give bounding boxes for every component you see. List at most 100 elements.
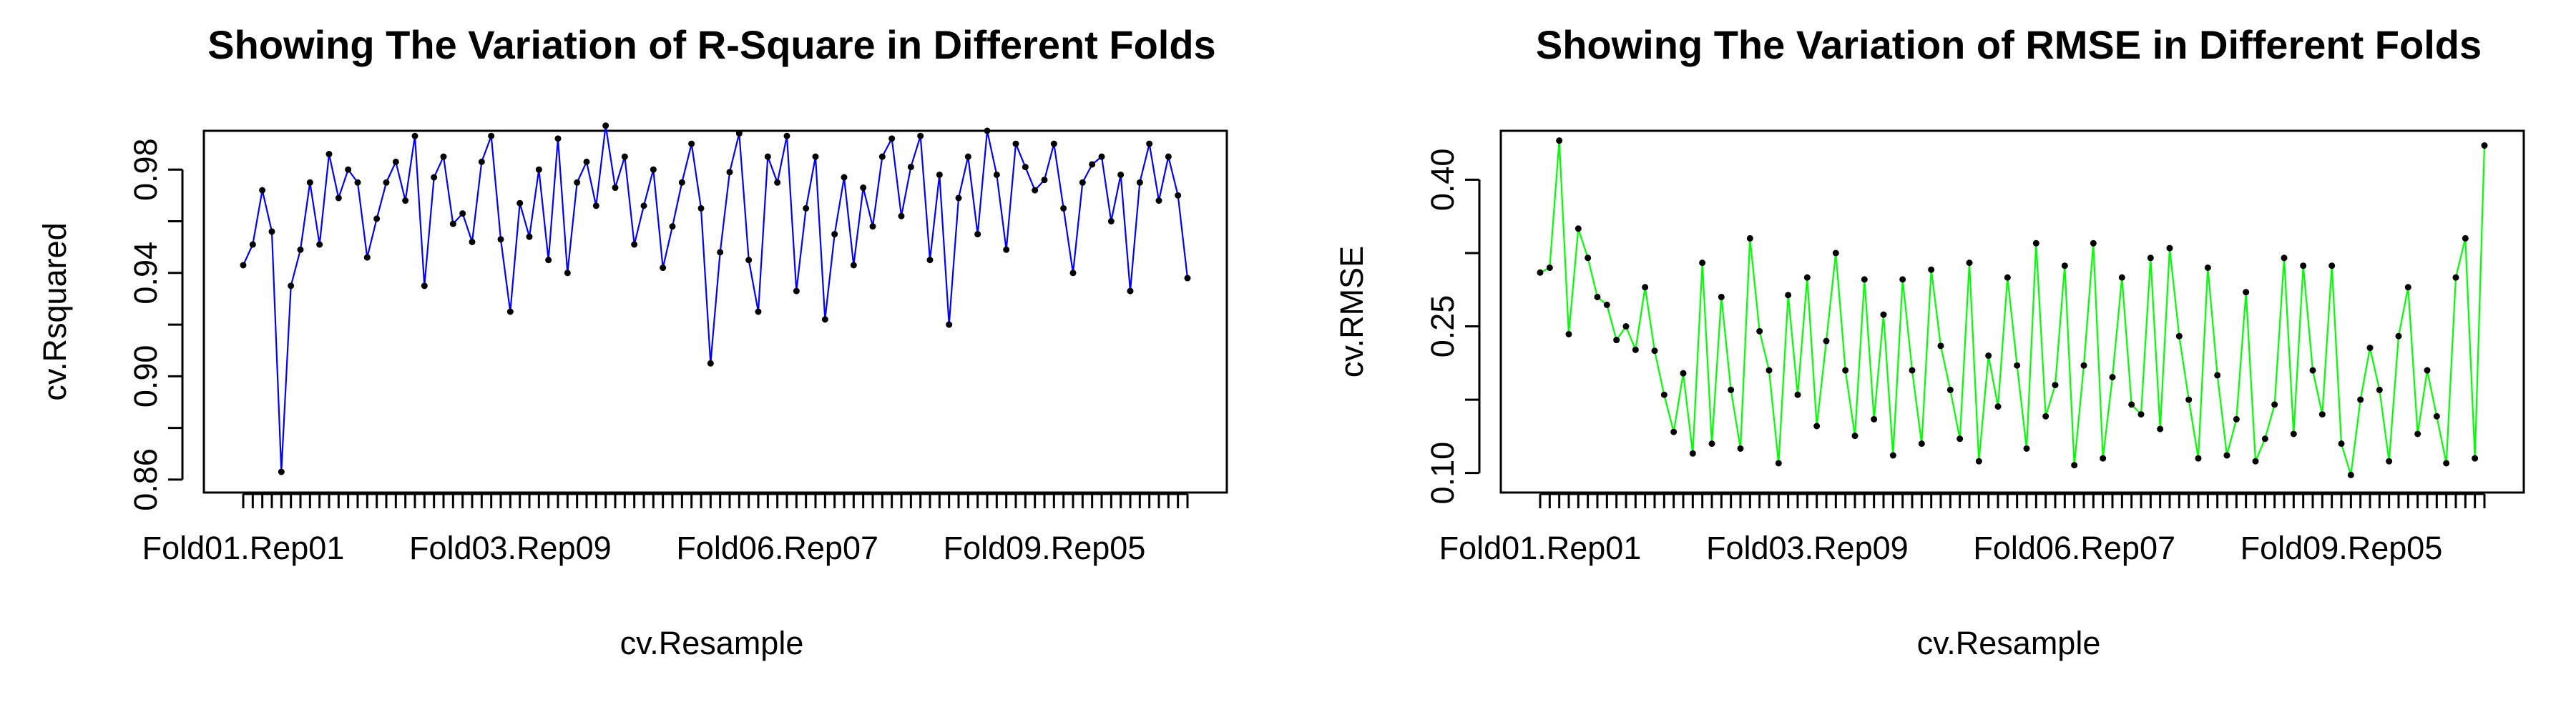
rsquared-data-point <box>841 174 848 181</box>
rmse-data-point <box>1556 137 1563 144</box>
rsquared-data-point <box>602 122 609 129</box>
rmse-data-point <box>2404 284 2411 291</box>
rmse-y-axis-title: cv.RMSE <box>1333 246 1370 377</box>
rsquared-data-point <box>1155 197 1162 204</box>
rsquared-data-point <box>707 360 714 367</box>
rmse-data-point <box>1937 342 1944 350</box>
rmse-data-point <box>2014 362 2021 369</box>
rsquared-data-point <box>793 287 800 295</box>
rsquared-data-point <box>1079 179 1086 186</box>
rmse-data-point <box>2175 332 2183 340</box>
rmse-data-point <box>2357 396 2364 403</box>
rsquared-data-point <box>574 179 581 186</box>
y-tick-label: 0.25 <box>1424 295 1461 358</box>
rsquared-data-point <box>936 171 943 178</box>
rsquared-plot-frame <box>202 129 1228 494</box>
rmse-data-point <box>1670 428 1678 435</box>
rsquared-data-point <box>888 135 896 142</box>
rsquared-data-point <box>402 197 409 204</box>
rsquared-data-point <box>516 199 524 207</box>
rsquared-data-point <box>803 204 810 212</box>
rsquared-y-axis: 0.86 0.90 0.94 0.98 <box>127 138 184 511</box>
y-tick-label: 0.86 <box>127 448 164 511</box>
rsquared-data-point <box>964 153 971 160</box>
rmse-data-point <box>2223 452 2230 459</box>
rsquared-data-point <box>850 262 857 269</box>
rmse-data-point <box>1823 337 1830 345</box>
rmse-data-point <box>2166 244 2173 252</box>
rsquared-data-point <box>1060 204 1067 212</box>
rmse-data-point <box>2366 345 2374 352</box>
x-tick-label: Fold09.Rep05 <box>2240 530 2443 566</box>
rmse-data-point <box>1718 293 1725 300</box>
rmse-data-point <box>2147 254 2154 262</box>
rmse-chart-title: Showing The Variation of RMSE in Differe… <box>1536 22 2482 67</box>
rmse-data-point <box>1651 347 1658 355</box>
rmse-data-point <box>2281 254 2288 262</box>
rmse-data-point <box>2023 445 2030 452</box>
rmse-data-point <box>1699 259 1706 267</box>
rmse-data-point <box>1660 391 1667 398</box>
rsquared-data-point <box>1136 179 1143 186</box>
rmse-data-point <box>1871 415 1878 422</box>
rsquared-data-point <box>926 257 934 264</box>
rsquared-data-point <box>268 228 275 235</box>
rmse-data-point <box>2109 374 2116 381</box>
rmse-data-point <box>1861 276 1868 283</box>
rsquared-data-point <box>535 166 542 173</box>
rmse-data-point <box>1746 234 1753 242</box>
rsquared-data-point <box>697 204 705 212</box>
rmse-data-point <box>2386 458 2393 465</box>
rsquared-data-point <box>660 265 667 272</box>
rmse-data-point <box>1794 391 1801 398</box>
rmse-data-point <box>2195 455 2202 462</box>
rsquared-data-point <box>946 321 953 328</box>
rsquared-data-point <box>306 179 313 186</box>
rmse-data-point <box>1889 452 1896 459</box>
rsquared-data-point <box>488 132 495 139</box>
rmse-data-point <box>1642 284 1649 291</box>
rmse-data-point <box>1832 249 1839 257</box>
rmse-data-point <box>2261 435 2268 443</box>
rsquared-data-point <box>316 241 323 248</box>
rsquared-data-point <box>612 184 619 192</box>
rmse-data-point <box>2090 239 2097 247</box>
rsquared-data-point <box>669 223 676 230</box>
rsquared-data-point <box>907 164 914 171</box>
rsquared-data-point <box>478 158 485 165</box>
rmse-data-point <box>1756 327 1763 335</box>
rmse-data-point <box>2052 382 2059 389</box>
rsquared-data-point <box>469 238 476 245</box>
rsquared-data-point <box>735 130 743 137</box>
y-tick-label: 0.94 <box>127 242 164 305</box>
rsquared-data-point <box>554 135 562 142</box>
rsquared-data-point <box>583 158 590 165</box>
rsquared-data-point <box>240 262 247 269</box>
rmse-data-point <box>1565 330 1572 337</box>
rmse-data-point <box>1622 323 1630 330</box>
rmse-data-point <box>2118 274 2125 281</box>
rsquared-data-point <box>1165 153 1172 160</box>
rsquared-data-point <box>526 233 533 240</box>
rsquared-data-point <box>984 127 991 134</box>
rmse-data-point <box>1785 292 1792 299</box>
rsquared-data-point <box>411 132 418 139</box>
rsquared-data-point <box>821 316 828 323</box>
rsquared-data-point <box>383 179 390 186</box>
rmse-data-point <box>2214 372 2221 379</box>
y-tick-label: 0.98 <box>127 138 164 201</box>
rmse-data-point <box>1985 352 1992 360</box>
rsquared-data-point <box>373 215 381 222</box>
rmse-data-point <box>2318 411 2326 418</box>
rsquared-data-point <box>621 153 628 160</box>
rsquared-data-point <box>812 153 819 160</box>
rmse-data-point <box>1613 337 1620 344</box>
rsquared-data-point <box>459 210 466 217</box>
rmse-data-point <box>2309 367 2316 374</box>
rsquared-data-point <box>1127 287 1134 295</box>
rmse-data-point <box>1803 274 1811 281</box>
rsquared-data-point <box>440 153 447 160</box>
rmse-data-point <box>2338 440 2345 448</box>
rmse-data-point <box>1975 458 1982 465</box>
